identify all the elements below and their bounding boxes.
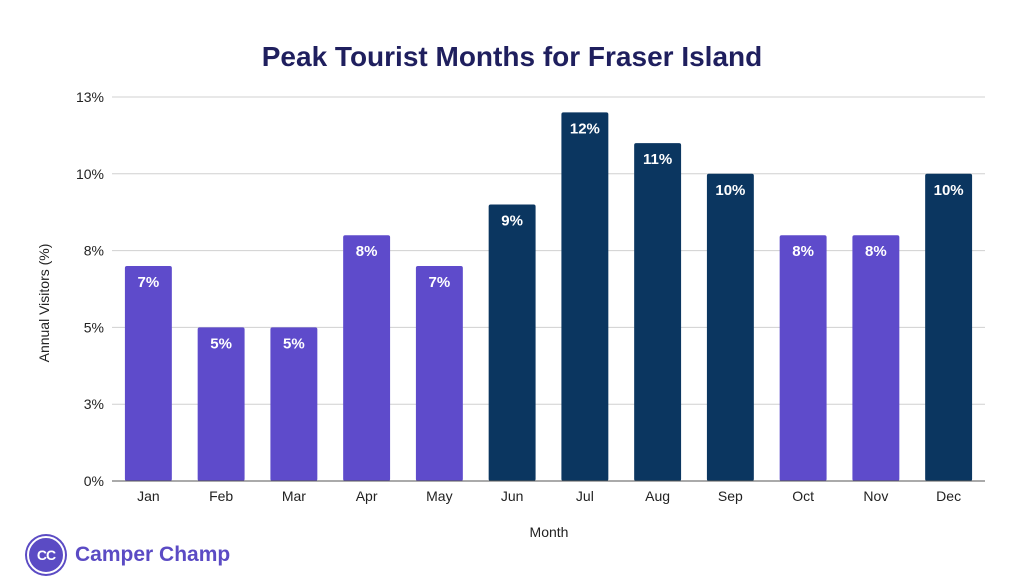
y-tick-label: 0% xyxy=(84,473,104,489)
data-label-feb: 5% xyxy=(210,335,232,352)
bar-nov xyxy=(852,235,900,481)
x-tick-label: Jul xyxy=(576,488,594,504)
bar-feb xyxy=(197,327,245,481)
bar-jun xyxy=(488,204,536,481)
x-tick-label: Jan xyxy=(137,488,160,504)
y-tick-label: 10% xyxy=(76,166,104,182)
x-tick-label: Sep xyxy=(718,488,743,504)
bar-may xyxy=(415,265,463,481)
y-axis-ticks: 0% 3% 5% 8% 10% 13% xyxy=(76,89,104,489)
y-tick-label: 3% xyxy=(84,396,104,412)
bar-aug xyxy=(634,143,682,481)
bar-dec xyxy=(925,173,973,482)
x-tick-label: Oct xyxy=(792,488,814,504)
bar-mar xyxy=(270,327,318,481)
bar-sep xyxy=(706,173,754,482)
data-label-jun: 9% xyxy=(501,213,523,230)
y-tick-label: 5% xyxy=(84,319,104,335)
y-tick-label: 8% xyxy=(84,243,104,259)
chart-title: Peak Tourist Months for Fraser Island xyxy=(262,41,762,72)
camper-champ-logo: CC Camper Champ xyxy=(27,536,230,574)
bars: 7% 5% 5% 8% 7% 9% 12% 11% 10% 8% 8% 10% xyxy=(124,112,973,482)
data-label-sep: 10% xyxy=(715,182,745,199)
x-tick-label: May xyxy=(426,488,452,504)
data-label-mar: 5% xyxy=(283,335,305,352)
x-tick-label: Apr xyxy=(356,488,378,504)
x-axis-ticks: Jan Feb Mar Apr May Jun Jul Aug Sep Oct Nov Dec xyxy=(137,488,961,504)
x-tick-label: Mar xyxy=(282,488,306,504)
data-label-jan: 7% xyxy=(138,274,160,291)
x-tick-label: Dec xyxy=(936,488,961,504)
bar-jan xyxy=(124,265,172,481)
y-tick-label: 13% xyxy=(76,89,104,105)
grid-lines xyxy=(112,96,985,405)
x-tick-label: Feb xyxy=(209,488,233,504)
data-label-aug: 11% xyxy=(643,151,672,168)
logo-badge-icon: CC xyxy=(27,536,65,574)
y-axis-label: Annual Visitors (%) xyxy=(36,244,52,363)
bar-jul xyxy=(561,112,609,482)
bar-oct xyxy=(779,235,827,481)
x-tick-label: Nov xyxy=(863,488,888,504)
bar-apr xyxy=(343,235,391,481)
data-label-jul: 12% xyxy=(570,120,600,137)
logo-text: Camper Champ xyxy=(75,543,231,566)
x-tick-label: Jun xyxy=(501,488,524,504)
data-label-may: 7% xyxy=(429,274,451,291)
data-label-apr: 8% xyxy=(356,243,378,260)
x-axis-label: Month xyxy=(530,524,569,540)
x-tick-label: Aug xyxy=(645,488,670,504)
data-label-dec: 10% xyxy=(934,182,964,199)
data-label-oct: 8% xyxy=(792,243,814,260)
data-label-nov: 8% xyxy=(865,243,887,260)
